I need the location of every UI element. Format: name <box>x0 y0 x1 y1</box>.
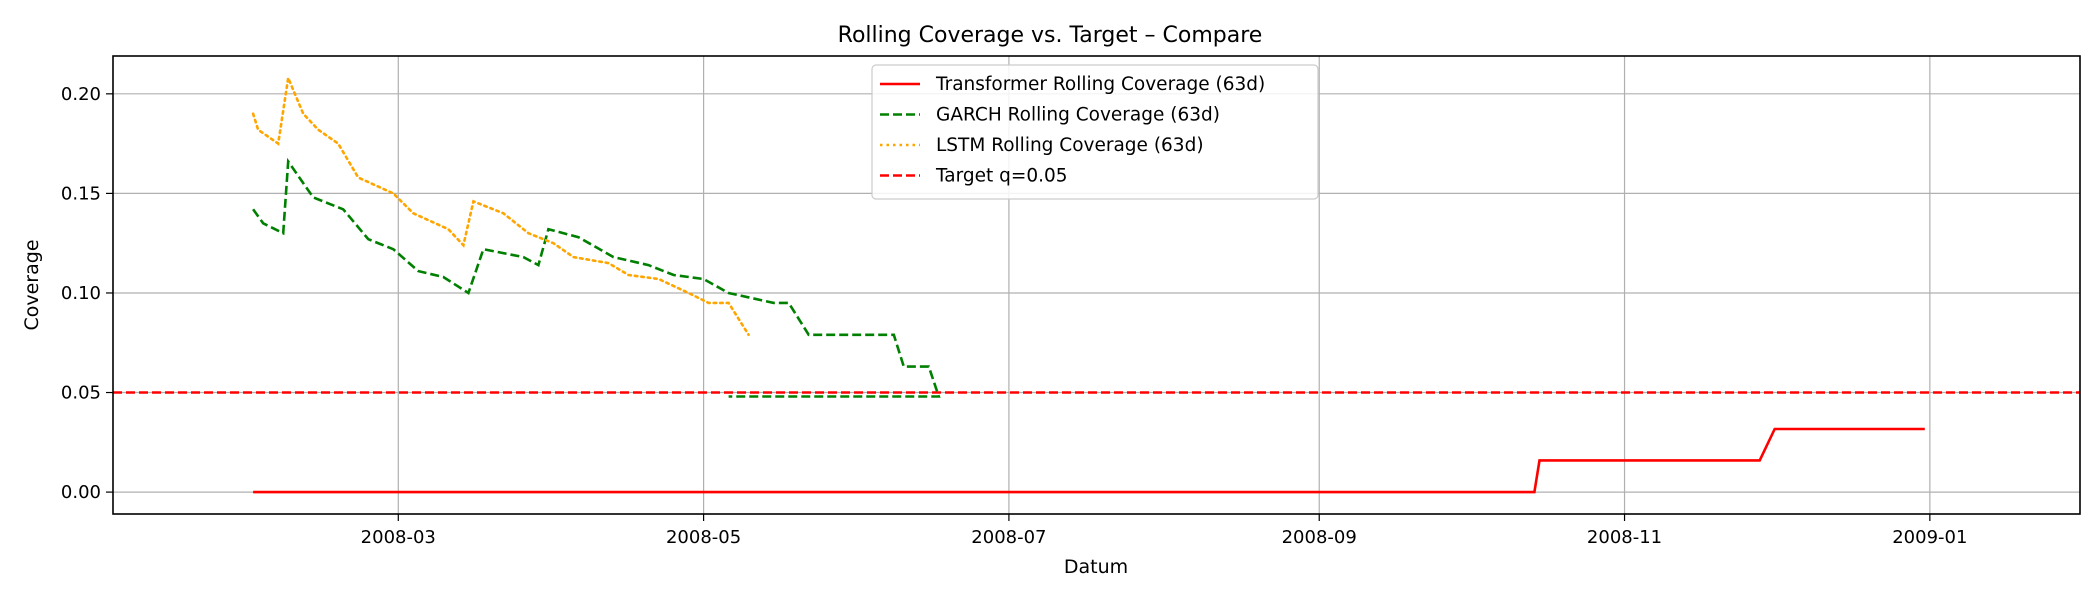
y-tick-label: 0.05 <box>61 383 101 404</box>
legend-label: GARCH Rolling Coverage (63d) <box>936 105 1220 126</box>
x-tick-label: 2008-11 <box>1587 527 1662 548</box>
y-tick-label: 0.15 <box>61 183 101 204</box>
legend-label: Target q=0.05 <box>935 166 1068 187</box>
x-tick-label: 2008-07 <box>971 527 1046 548</box>
x-tick-label: 2009-01 <box>1892 527 1967 548</box>
y-tick-label: 0.10 <box>61 283 101 304</box>
legend-box <box>871 64 1319 200</box>
x-tick-label: 2008-03 <box>361 527 436 548</box>
y-tick-label: 0.20 <box>61 84 101 105</box>
transformer-coverage-line <box>253 427 1925 494</box>
garch-coverage-line <box>252 157 941 398</box>
x-axis-label: Datum <box>1064 556 1128 578</box>
x-tick-label: 2008-05 <box>666 527 741 548</box>
y-tick-label: 0.00 <box>61 482 101 503</box>
legend: Transformer Rolling Coverage (63d) GARCH … <box>871 64 1319 200</box>
legend-label: Transformer Rolling Coverage (63d) <box>935 74 1265 95</box>
legend-label: LSTM Rolling Coverage (63d) <box>936 135 1204 156</box>
tick-layer: 2008-03 2008-05 2008-07 2008-09 2008-11 2009-… <box>61 84 1968 548</box>
plot-area-frame <box>112 55 2081 515</box>
series-layer <box>251 73 1925 494</box>
y-axis-label: Coverage <box>21 239 43 330</box>
lstm-coverage-line <box>251 73 750 337</box>
chart-title: Rolling Coverage vs. Target – Compare <box>838 23 1263 48</box>
x-tick-label: 2008-09 <box>1282 527 1357 548</box>
